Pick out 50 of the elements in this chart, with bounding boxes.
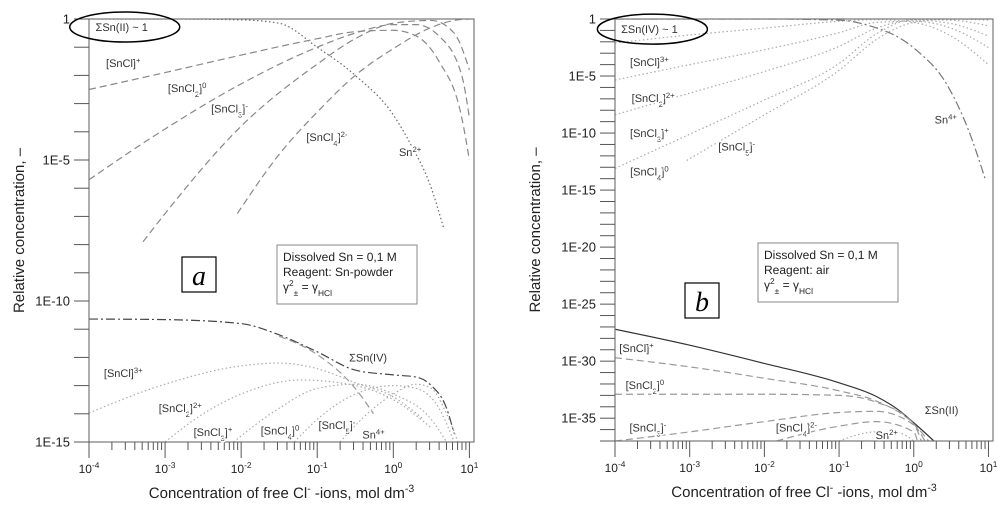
annotation: Reagent: air [764, 263, 830, 277]
annotation: γ$^{2}$$_{±}$ = γ$_{HCl}$ [283, 278, 332, 298]
y-axis-title: Relative concentration, – [11, 147, 28, 314]
annotation: [SnCl$_{4}$]$^{2-}$ [306, 129, 348, 148]
text: b [695, 287, 709, 318]
x-tick-label: 10$^{-3}$ [679, 459, 700, 475]
y-tick-label: 1E-15 [35, 434, 70, 450]
annotation: Dissolved Sn = 0,1 M [283, 250, 397, 264]
y-tick-label: 1 [588, 12, 596, 27]
x-tick-label: 10$^{-4}$ [604, 459, 626, 475]
y-tick-label: 1E-25 [561, 296, 596, 312]
annotation: [SnCl]$^{+}$ [619, 340, 654, 356]
x-tick-label: 10$^{1}$ [979, 459, 998, 475]
y-tick-label: 1E-10 [561, 126, 596, 141]
annotation: [SnCl]$^{+}$ [106, 55, 141, 70]
y-tick-label: 1 [62, 12, 70, 27]
y-tick-label: 1E-35 [561, 410, 596, 426]
annotation: Reagent: Sn-powder [283, 265, 394, 279]
y-tick-label: 1E-30 [561, 354, 596, 369]
annotation: Sn$^{2+}$ [876, 427, 898, 442]
annotation: Sn$^{2+}$ [398, 144, 422, 160]
x-tick-label: 10$^{-1}$ [828, 459, 850, 475]
y-tick-label: 1E-20 [561, 240, 596, 255]
annotation: ΣSn(II) [924, 405, 958, 418]
x-tick-label: 10$^{-2}$ [230, 460, 252, 476]
x-tick-label: 10$^{1}$ [460, 460, 479, 476]
annotation: γ$^{2}$$_{±}$ = γ$_{HCl}$ [764, 276, 814, 296]
y-tick-label: 1E-15 [561, 182, 596, 198]
annotation: [SnCl$_{4}$]$^{2-}$ [776, 420, 818, 438]
annotation: [SnCl]$^{3+}$ [630, 54, 670, 69]
x-tick-label: 10$^{-4}$ [78, 460, 100, 476]
annotation: ΣSn(IV) ~ 1 [621, 24, 678, 36]
x-tick-label: 10$^{0}$ [384, 460, 403, 476]
annotation: ΣSn(II) ~ 1 [96, 22, 148, 34]
y-tick-label: 1E-10 [35, 294, 70, 309]
x-tick-label: 10$^{0}$ [904, 459, 924, 475]
y-tick-label: 1E-5 [568, 68, 596, 84]
annotation: ΣSn(IV) [349, 352, 388, 364]
x-axis-title: Concentration of free Cl$^{-}$ -ions, mol dm$^{-3}$ [671, 482, 937, 501]
y-axis-title: Relative concentration, – [527, 146, 544, 313]
annotation: Sn$^{4+}$ [362, 427, 386, 442]
x-axis-title: Concentration of free Cl$^{-}$ -ions, mol dm$^{-3}$ [148, 483, 414, 502]
x-tick-label: 10$^{-2}$ [754, 459, 776, 475]
x-tick-label: 10$^{-3}$ [154, 460, 176, 476]
annotation: Dissolved Sn = 0,1 M [764, 248, 878, 262]
annotation: Sn$^{4+}$ [934, 112, 958, 127]
x-tick-label: 10$^{-1}$ [306, 460, 328, 476]
annotation: [SnCl]$^{3+}$ [104, 365, 144, 380]
y-tick-label: 1E-5 [42, 152, 70, 168]
text: a [192, 261, 206, 292]
